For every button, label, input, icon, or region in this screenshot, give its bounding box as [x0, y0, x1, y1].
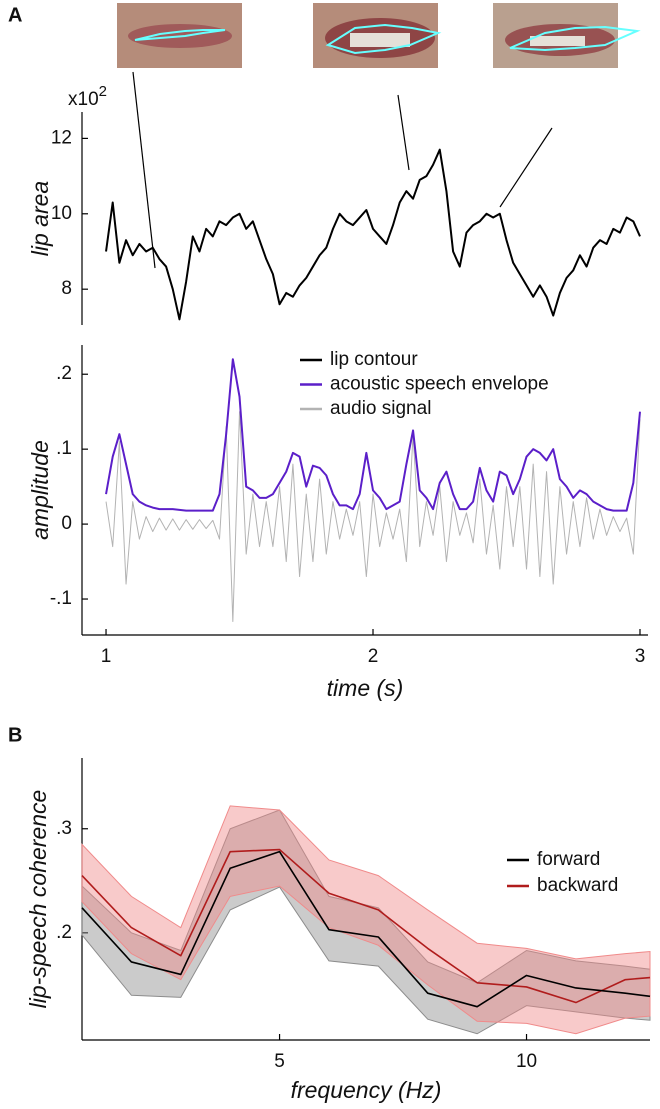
y-tick-label: .2: [56, 922, 72, 943]
y-axis-label: lip-speech coherence: [25, 790, 51, 1009]
y-tick-label: 12: [51, 127, 72, 148]
y-tick-label: -.1: [50, 588, 72, 609]
scale-base: x10: [68, 89, 99, 110]
y-tick-label: .1: [56, 438, 72, 459]
legend-label: audio signal: [330, 398, 431, 419]
x-tick-label: 1: [101, 646, 112, 667]
pointer-line: [397, 94, 410, 171]
mouth-photos: [117, 3, 641, 269]
lip-contour: [325, 23, 442, 55]
y-tick-label: .2: [56, 363, 72, 384]
legend-label: lip contour: [330, 349, 418, 370]
data-line: [81, 850, 651, 1008]
y-tick-label: 8: [61, 278, 72, 299]
data-line: [81, 848, 651, 1004]
lip-contour: [509, 25, 641, 52]
teeth: [530, 36, 585, 46]
pointer-line: [132, 71, 156, 269]
panel-label: A: [8, 4, 22, 26]
teeth: [350, 33, 410, 47]
axis-scale: x102: [68, 83, 107, 110]
panel-label: B: [8, 724, 22, 746]
legend-label: forward: [537, 849, 600, 870]
x-tick-label: 3: [635, 646, 646, 667]
legend-label: acoustic speech envelope: [330, 374, 549, 395]
x-tick-label: 10: [516, 1051, 537, 1072]
y-tick-label: 10: [51, 203, 72, 224]
data-line: [105, 411, 641, 623]
legend-label: backward: [537, 875, 618, 896]
y-axis-label: amplitude: [27, 440, 53, 540]
data-line: [105, 148, 641, 321]
y-tick-label: .3: [56, 818, 72, 839]
lip-contour: [134, 29, 226, 41]
scale-exponent: 2: [99, 83, 107, 100]
x-axis-label: time (s): [327, 675, 404, 701]
x-tick-label: 2: [368, 646, 379, 667]
x-tick-label: 5: [274, 1051, 285, 1072]
y-tick-label: 0: [61, 513, 72, 534]
data-line: [105, 358, 641, 512]
y-axis-label: lip area: [27, 181, 53, 256]
x-axis-label: frequency (Hz): [291, 1077, 442, 1103]
pointer-line: [499, 127, 553, 208]
